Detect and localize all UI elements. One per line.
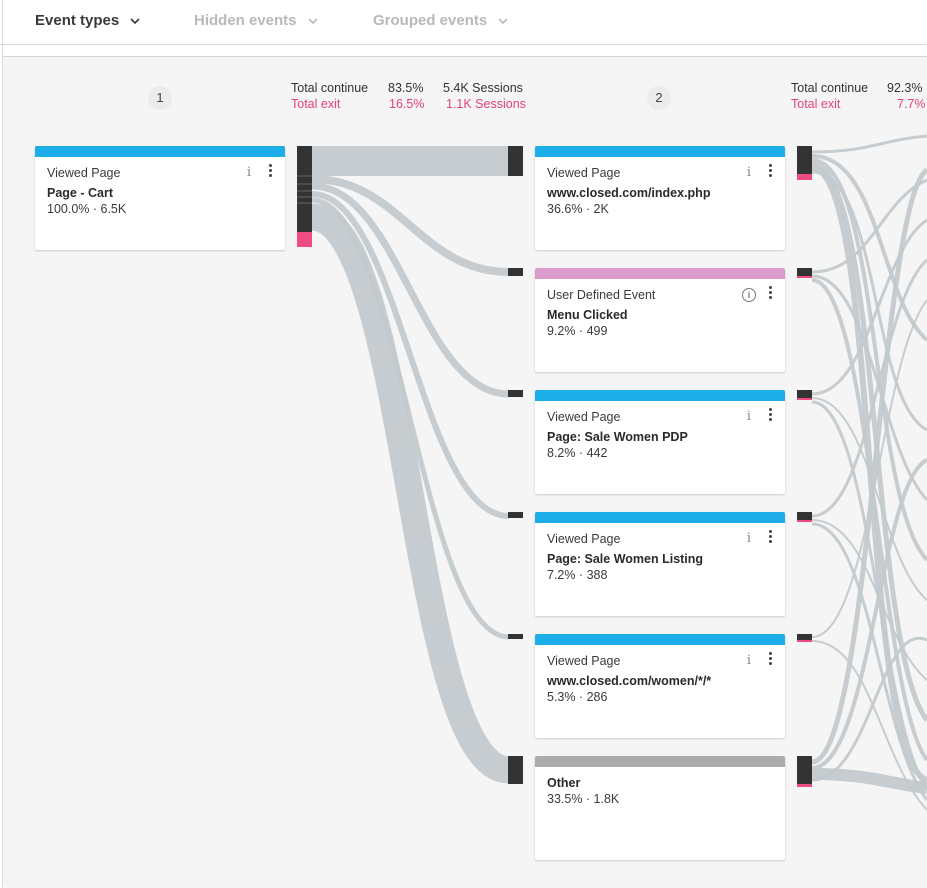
info-icon[interactable]: i: [746, 165, 751, 180]
node-out-menu-clicked[interactable]: [797, 268, 812, 276]
node-in-menu-clicked[interactable]: [508, 268, 523, 276]
event-card-other[interactable]: Other 33.5% · 1.8K: [535, 756, 785, 860]
info-circle-icon[interactable]: i: [742, 288, 756, 302]
card-color-bar: [535, 634, 785, 645]
step-1-total-continue-label: Total continue: [291, 81, 369, 95]
card-color-bar: [35, 146, 285, 157]
card-event-name: Page: Sale Women Listing: [547, 552, 704, 566]
card-event-stat: 36.6% · 2K: [547, 202, 609, 216]
chevron-down-icon: [307, 17, 318, 24]
node-in-index[interactable]: [508, 146, 523, 176]
card-event-name: www.closed.com/index.php: [547, 186, 711, 200]
step-1-total-continue-pct: 83.5%: [388, 81, 424, 95]
event-card-index-php[interactable]: Viewed Page www.closed.com/index.php 36.…: [535, 146, 785, 250]
step-1-exit-node[interactable]: [297, 232, 312, 247]
info-icon[interactable]: i: [746, 653, 751, 668]
step-1-total-exit-label: Total exit: [291, 97, 341, 111]
event-types-label: Event types: [35, 12, 120, 29]
hidden-events-label: Hidden events: [194, 12, 297, 29]
node-in-other[interactable]: [508, 756, 523, 784]
card-event-type: Viewed Page: [47, 166, 121, 180]
flow-to-sale-women-listing[interactable]: [311, 191, 510, 519]
card-event-stat: 100.0% · 6.5K: [47, 202, 127, 216]
event-card-menu-clicked[interactable]: User Defined Event Menu Clicked 9.2% · 4…: [535, 268, 785, 372]
node-out-women-pages[interactable]: [797, 634, 812, 640]
step-2-total-continue-label: Total continue: [791, 81, 869, 95]
node-out-sale-women-listing[interactable]: [797, 512, 812, 520]
more-vertical-icon[interactable]: [769, 286, 773, 300]
card-color-bar: [535, 146, 785, 157]
event-card-sale-women-pdp[interactable]: Viewed Page Page: Sale Women PDP 8.2% · …: [535, 390, 785, 494]
step-1-continue-node[interactable]: [297, 146, 312, 232]
step-2-total-exit-label: Total exit: [791, 97, 841, 111]
node-in-sale-women-pdp[interactable]: [508, 390, 523, 397]
more-vertical-icon[interactable]: [769, 408, 773, 422]
grouped-events-label: Grouped events: [373, 12, 488, 29]
flow-to-sale-women-pdp[interactable]: [311, 182, 510, 398]
event-card-women-pages[interactable]: Viewed Page www.closed.com/women/*/* 5.3…: [535, 634, 785, 738]
card-event-stat: 9.2% · 499: [547, 324, 608, 338]
card-event-name: Other: [547, 776, 581, 790]
card-event-name: Page - Cart: [47, 186, 113, 200]
card-color-bar: [535, 756, 785, 767]
info-icon[interactable]: i: [246, 165, 251, 180]
more-vertical-icon[interactable]: [269, 164, 273, 178]
card-color-bar: [535, 512, 785, 523]
event-card-page-cart[interactable]: Viewed Page Page - Cart 100.0% · 6.5K i: [35, 146, 285, 250]
hidden-events-dropdown[interactable]: Hidden events: [194, 12, 319, 29]
step-1-number: 1: [148, 86, 172, 110]
node-in-women-pages[interactable]: [508, 634, 523, 639]
step-2-total-exit-pct: 7.7%: [897, 97, 926, 111]
card-color-bar: [535, 268, 785, 279]
card-event-name: Page: Sale Women PDP: [547, 430, 688, 444]
node-out-sale-women-pdp[interactable]: [797, 390, 812, 398]
more-vertical-icon[interactable]: [769, 530, 773, 544]
step-1-total-exit-sessions: 1.1K Sessions: [446, 97, 526, 111]
grouped-events-dropdown[interactable]: Grouped events: [373, 12, 509, 29]
card-event-stat: 8.2% · 442: [547, 446, 608, 460]
step-2-number: 2: [647, 86, 671, 110]
card-event-type: Viewed Page: [547, 532, 621, 546]
step-1-total-continue-sessions: 5.4K Sessions: [443, 81, 523, 95]
chevron-down-icon: [130, 17, 140, 24]
card-event-type: User Defined Event: [547, 288, 656, 302]
card-event-stat: 7.2% · 388: [547, 568, 608, 582]
flow-to-other[interactable]: [309, 203, 512, 784]
card-event-name: Menu Clicked: [547, 308, 628, 322]
left-border: [2, 0, 3, 887]
flow-to-menu-clicked[interactable]: [311, 175, 510, 276]
info-icon[interactable]: i: [746, 409, 751, 424]
card-color-bar: [535, 390, 785, 401]
node-out-index[interactable]: [797, 146, 812, 174]
card-event-type: Viewed Page: [547, 654, 621, 668]
step-2-total-continue-pct: 92.3%: [887, 81, 923, 95]
info-icon[interactable]: i: [746, 531, 751, 546]
card-event-type: Viewed Page: [547, 410, 621, 424]
card-event-stat: 33.5% · 1.8K: [547, 792, 620, 806]
more-vertical-icon[interactable]: [769, 652, 773, 666]
step-1-total-exit-pct: 16.5%: [389, 97, 425, 111]
event-card-sale-women-listing[interactable]: Viewed Page Page: Sale Women Listing 7.2…: [535, 512, 785, 616]
card-event-stat: 5.3% · 286: [547, 690, 608, 704]
node-in-sale-women-listing[interactable]: [508, 512, 523, 518]
chevron-down-icon: [498, 17, 508, 24]
more-vertical-icon[interactable]: [769, 164, 773, 178]
event-types-dropdown[interactable]: Event types: [35, 12, 141, 29]
card-event-type: Viewed Page: [547, 166, 621, 180]
node-out-other[interactable]: [797, 756, 812, 784]
card-event-name: www.closed.com/women/*/*: [547, 674, 712, 688]
